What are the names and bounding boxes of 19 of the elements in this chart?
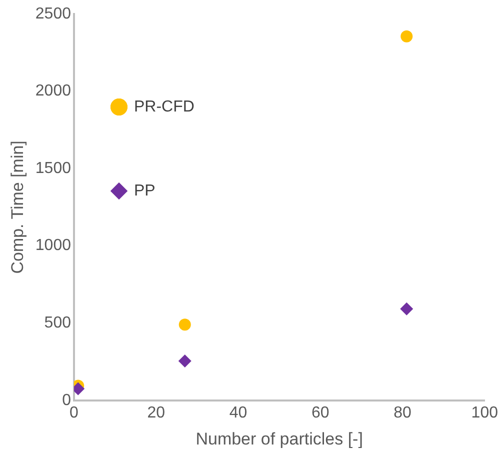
point <box>400 302 414 316</box>
point <box>178 354 192 368</box>
y-tick-label: 0 <box>62 392 72 409</box>
x-tick-label: 100 <box>471 404 498 422</box>
y-tick-label: 1000 <box>35 237 72 254</box>
x-tick-label: 80 <box>394 404 412 422</box>
y-tick-label: 2500 <box>35 5 72 22</box>
y-tick-label: 1500 <box>35 160 72 177</box>
x-axis-title: Number of particles [-] <box>196 429 363 448</box>
y-tick-label: 500 <box>44 314 72 332</box>
y-axis-title: Comp. Time [min] <box>8 140 27 274</box>
x-tick-label: 40 <box>229 404 248 422</box>
point <box>178 318 191 331</box>
x-tick-label: 20 <box>147 404 166 422</box>
x-tick-label: 60 <box>311 404 330 422</box>
y-tick-label: 2000 <box>35 82 72 100</box>
legend-label: PP <box>134 182 156 200</box>
point <box>400 30 413 42</box>
legend-label: PR-CFD <box>134 98 194 116</box>
